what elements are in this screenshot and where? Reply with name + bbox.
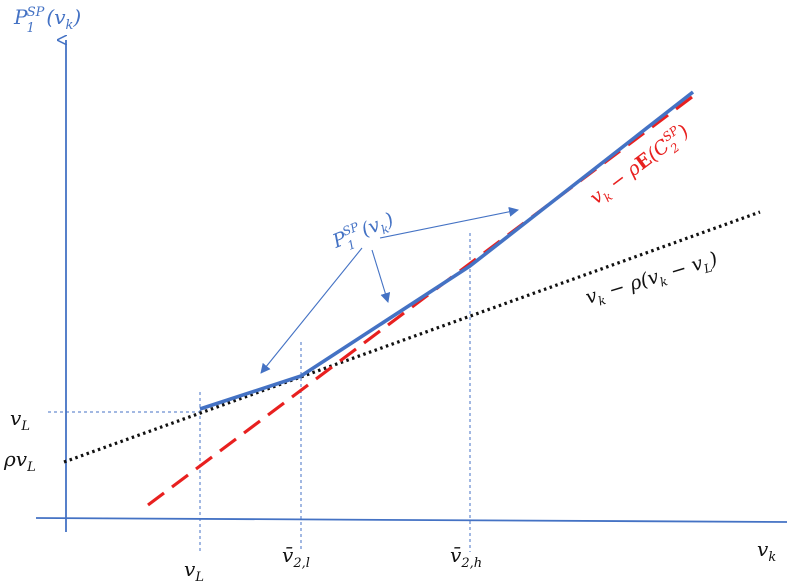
y-tick-label-vL: vL bbox=[10, 406, 30, 434]
curve-p1-sp bbox=[199, 90, 695, 411]
line-black-dotted bbox=[63, 210, 761, 464]
black-line-label: vk − ρ(vk − vL) bbox=[583, 248, 721, 312]
y-axis-title: P1SP (vk) bbox=[13, 5, 81, 36]
y-tick-label-rho-vL: ρvL bbox=[3, 447, 36, 475]
curve-callout-label: P1SP(vk) bbox=[328, 207, 399, 258]
x-axis-title: vk bbox=[757, 537, 776, 565]
x-axis bbox=[35, 517, 787, 523]
x-tick-label-v2h: v̄2,h bbox=[450, 543, 482, 571]
callout-arrow-right bbox=[379, 206, 519, 239]
callout-arrow-left bbox=[260, 247, 363, 374]
x-tick-label-v2l: v̄2,l bbox=[282, 543, 310, 571]
x-tick-label-vL: vL bbox=[184, 557, 204, 584]
callout-arrow-middle bbox=[371, 249, 391, 303]
